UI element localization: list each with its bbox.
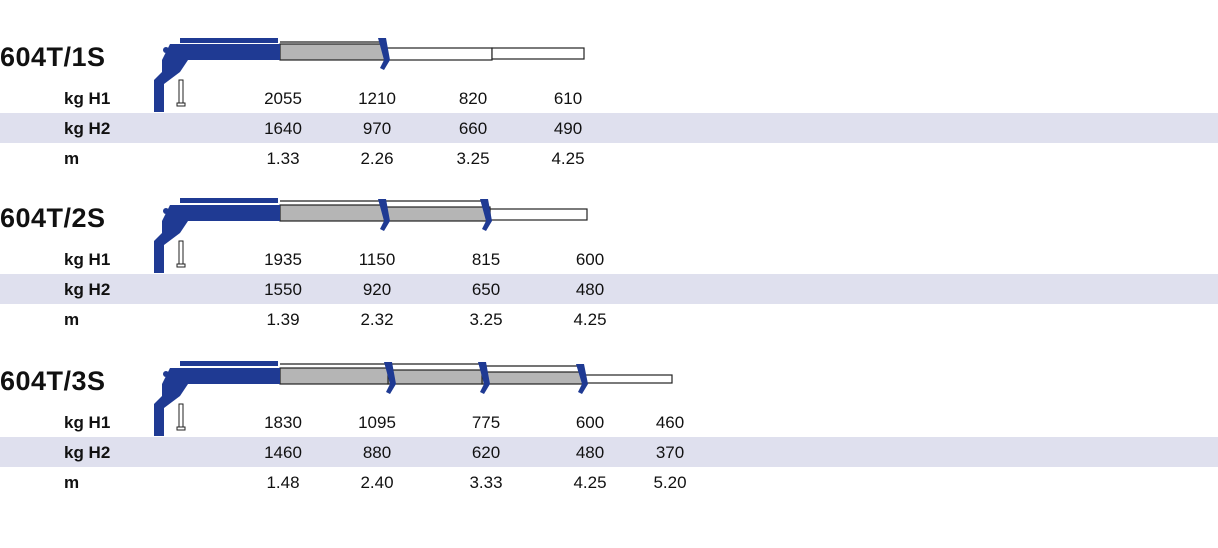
table-cell: 1830 [264,413,302,432]
table-cell: 775 [471,413,501,432]
table-cell: 5.20 [653,473,687,492]
table-cell: 600 [575,250,605,269]
row-label: kg H1 [64,413,111,432]
row-label: m [64,310,80,329]
section-604t-2s: 604T/2S kg H1 1935 1150 815 600 kg H2 15… [0,189,1218,349]
table-row-h2: kg H2 1460 880 620 480 370 [0,437,1218,467]
table-cell: 1.48 [266,473,300,492]
table-cell: 2.32 [360,310,394,329]
row-label: kg H1 [64,89,111,108]
table-cell: 370 [655,443,685,462]
table-cell: 2055 [264,89,302,108]
table-row-h2: kg H2 1640 970 660 490 [0,113,1218,143]
table-cell: 1935 [264,250,302,269]
table-cell: 460 [655,413,685,432]
section-604t-1s: 604T/1S kg H1 2055 1210 820 610 kg H2 16… [0,28,1218,188]
table-cell: 3.25 [456,149,490,168]
table-cell: 1.33 [266,149,300,168]
table-cell: 880 [362,443,392,462]
table-row-h2: kg H2 1550 920 650 480 [0,274,1218,304]
row-label: m [64,473,80,492]
row-label: kg H2 [64,443,111,462]
table-cell: 4.25 [551,149,585,168]
row-label: m [64,149,80,168]
row-label: kg H2 [64,280,111,299]
table-cell: 3.25 [469,310,503,329]
table-cell: 815 [471,250,501,269]
crane-diagram-icon [154,198,588,273]
crane-diagram-icon [154,38,585,112]
table-cell: 920 [362,280,392,299]
table-cell: 2.26 [360,149,394,168]
table-row-m: m 1.48 2.40 3.33 4.25 5.20 [0,467,1218,497]
table-cell: 660 [458,119,488,138]
row-label: kg H1 [64,250,111,269]
table-cell: 620 [471,443,501,462]
table-cell: 3.33 [469,473,503,492]
section-604t-3s: 604T/3S kg H1 1830 1095 775 600 460 kg H… [0,352,1218,512]
row-label: kg H2 [64,119,111,138]
table-row-h1: kg H1 1935 1150 815 600 [0,244,1218,274]
table-cell: 610 [553,89,583,108]
table-cell: 1460 [264,443,302,462]
table-cell: 1095 [358,413,396,432]
table-cell: 1.39 [266,310,300,329]
table-cell: 480 [575,280,605,299]
model-title: 604T/1S [0,42,106,72]
table-cell: 480 [575,443,605,462]
table-row-h1: kg H1 2055 1210 820 610 [0,83,1218,113]
table-cell: 1150 [358,250,396,269]
table-row-m: m 1.39 2.32 3.25 4.25 [0,304,1218,334]
table-cell: 970 [362,119,392,138]
table-cell: 650 [471,280,501,299]
crane-diagram-icon [154,361,673,436]
table-cell: 1640 [264,119,302,138]
table-cell: 1210 [358,89,396,108]
table-cell: 600 [575,413,605,432]
table-row-m: m 1.33 2.26 3.25 4.25 [0,143,1218,173]
table-cell: 4.25 [573,473,607,492]
model-title: 604T/2S [0,203,106,233]
table-cell: 4.25 [573,310,607,329]
table-cell: 1550 [264,280,302,299]
table-cell: 2.40 [360,473,394,492]
table-cell: 820 [458,89,488,108]
table-row-h1: kg H1 1830 1095 775 600 460 [0,407,1218,437]
table-cell: 490 [553,119,583,138]
model-title: 604T/3S [0,366,106,396]
